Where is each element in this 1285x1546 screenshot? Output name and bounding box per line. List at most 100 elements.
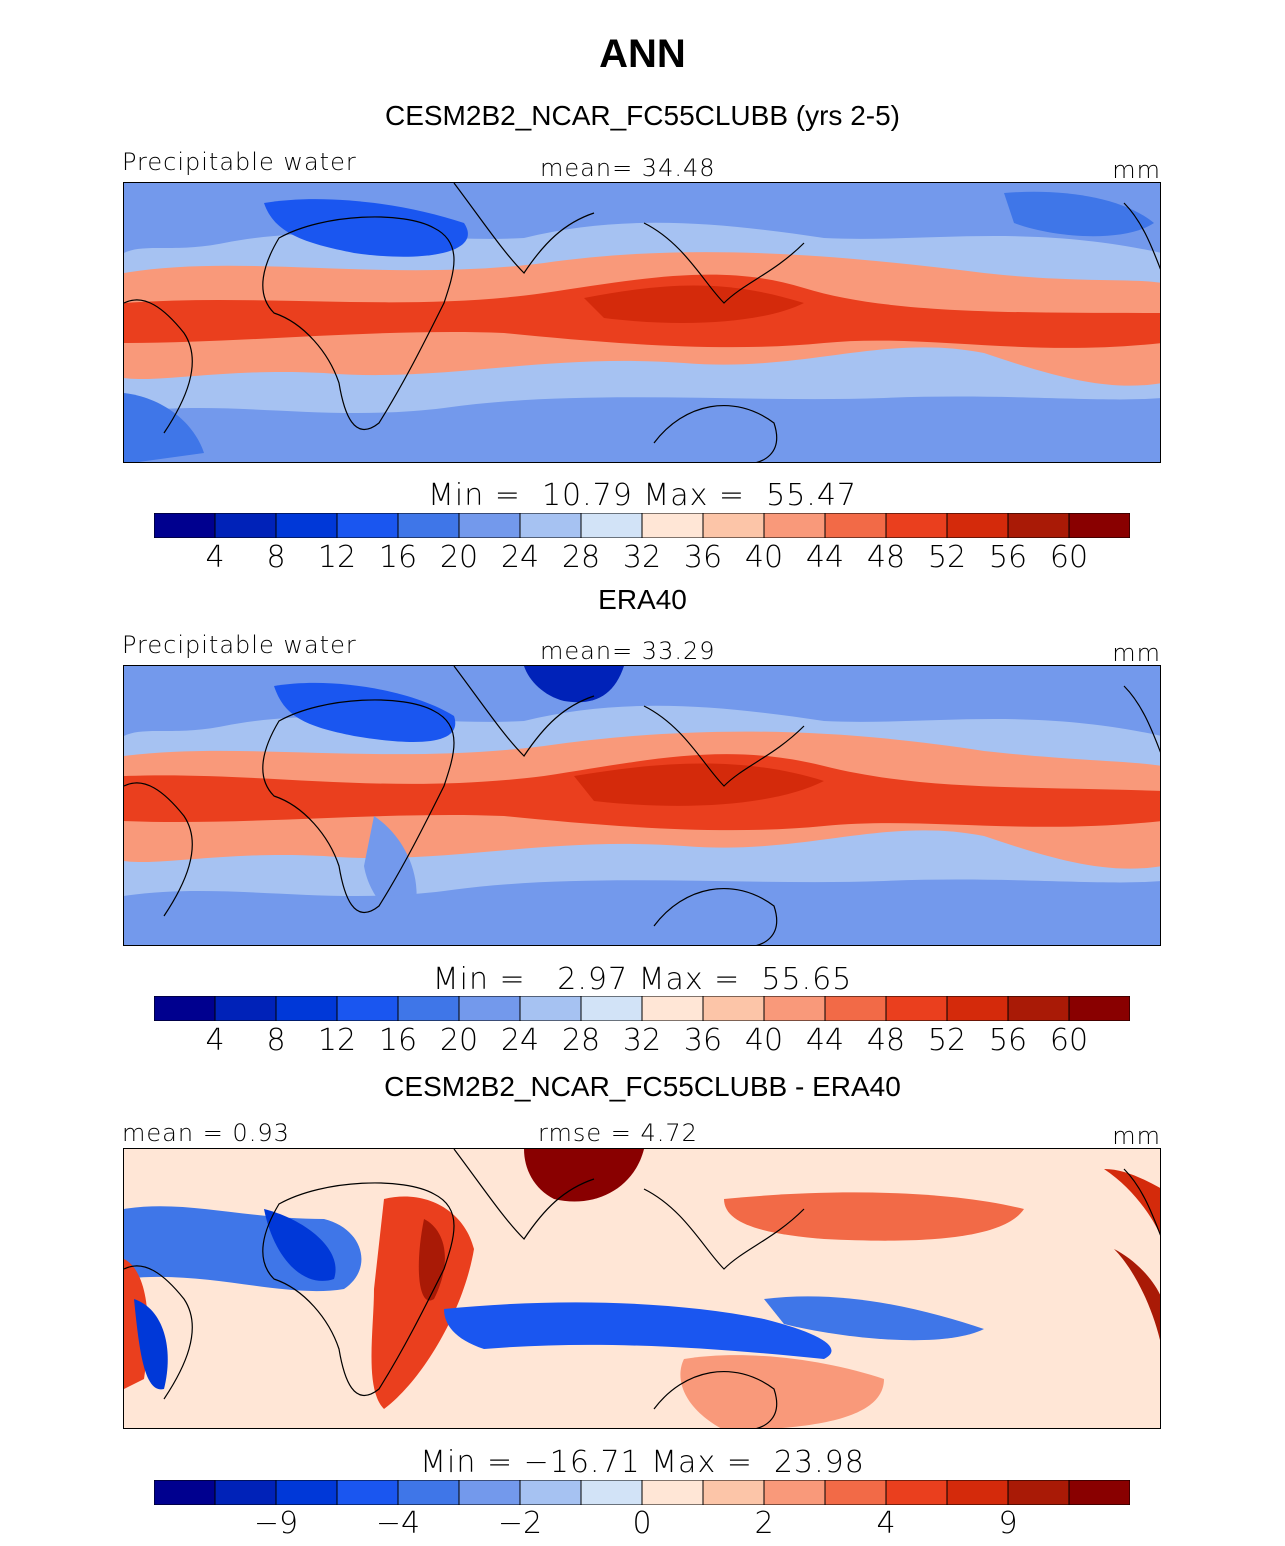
colorbar-swatch xyxy=(946,1480,1009,1505)
colorbar-swatch xyxy=(824,513,887,538)
panel-2-colorbar-ticks: 4 8 12 16 20 24 28 32 36 40 44 48 52 56 60 xyxy=(154,1023,1130,1063)
colorbar-tick-label: 8 xyxy=(266,1023,286,1058)
panel-3-field-africa-pos xyxy=(371,1196,474,1409)
colorbar-swatch xyxy=(946,996,1009,1021)
panel-1-field-npac-dry xyxy=(1004,191,1154,237)
colorbar-tick-label: 24 xyxy=(500,540,540,575)
colorbar-swatch xyxy=(702,513,765,538)
colorbar-swatch xyxy=(154,513,216,538)
colorbar-swatch xyxy=(641,513,704,538)
colorbar-swatch xyxy=(397,1480,460,1505)
panel-3-colorbar-ticks: −9 −4 −2 0 2 4 9 xyxy=(154,1506,1130,1546)
panel-3-field-base xyxy=(124,1149,1160,1428)
colorbar-tick-label: 36 xyxy=(683,1023,723,1058)
colorbar-tick-label: 52 xyxy=(927,1023,967,1058)
colorbar-swatch xyxy=(519,996,582,1021)
panel-3-map-svg xyxy=(124,1149,1160,1428)
colorbar-swatch xyxy=(214,996,277,1021)
colorbar-swatch xyxy=(641,1480,704,1505)
colorbar-swatch xyxy=(885,996,948,1021)
colorbar-tick-label: 60 xyxy=(1049,540,1089,575)
colorbar-tick-label: 4 xyxy=(205,1023,225,1058)
panel-3-field-spac-neg xyxy=(764,1296,984,1341)
colorbar-swatch xyxy=(519,513,582,538)
colorbar-tick-label: 52 xyxy=(927,540,967,575)
colorbar-swatch xyxy=(824,996,887,1021)
panel-2-map-svg xyxy=(124,666,1160,945)
colorbar-tick-label: 28 xyxy=(561,540,601,575)
panel-3-units-label: mm xyxy=(1112,1122,1161,1150)
panel-1-units-label: mm xyxy=(1112,156,1161,184)
colorbar-swatch xyxy=(1068,513,1130,538)
panel-1-field-sw xyxy=(124,393,204,462)
colorbar-tick-label: −9 xyxy=(253,1506,299,1541)
colorbar-tick-label: 20 xyxy=(439,1023,479,1058)
colorbar-swatch xyxy=(824,1480,887,1505)
colorbar-swatch xyxy=(397,513,460,538)
colorbar-tick-label: 4 xyxy=(205,540,225,575)
colorbar-swatch xyxy=(519,1480,582,1505)
colorbar-swatch xyxy=(214,1480,277,1505)
panel-2-field-north xyxy=(124,666,1160,736)
colorbar-swatch xyxy=(1068,1480,1130,1505)
colorbar-swatch xyxy=(885,1480,948,1505)
panel-3-title: CESM2B2_NCAR_FC55CLUBB - ERA40 xyxy=(384,1071,901,1102)
colorbar-swatch xyxy=(275,513,338,538)
panel-2-mean-label: mean= 33.29 xyxy=(540,637,716,665)
colorbar-tick-label: 2 xyxy=(754,1506,774,1541)
colorbar-swatch xyxy=(275,1480,338,1505)
colorbar-tick-label: 32 xyxy=(622,1023,662,1058)
panel-1-field-warm-pool xyxy=(584,285,804,323)
colorbar-tick-label: 9 xyxy=(998,1506,1018,1541)
colorbar-tick-label: 40 xyxy=(744,1023,784,1058)
panel-2-minmax: Min = 2.97 Max = 55.65 xyxy=(432,962,853,997)
panel-2-colorbar xyxy=(154,996,1130,1021)
panel-2-field-tibet-dry xyxy=(524,666,624,703)
colorbar-swatch xyxy=(214,513,277,538)
colorbar-swatch xyxy=(336,996,399,1021)
main-title: ANN xyxy=(599,32,686,76)
colorbar-tick-label: 16 xyxy=(378,1023,418,1058)
colorbar-swatch xyxy=(702,1480,765,1505)
colorbar-swatch xyxy=(397,996,460,1021)
colorbar-swatch xyxy=(580,996,643,1021)
panel-3-field-east-edge-pos xyxy=(1114,1249,1160,1341)
panel-1-map-svg xyxy=(124,183,1160,462)
colorbar-tick-label: 8 xyxy=(266,540,286,575)
colorbar-tick-label: 40 xyxy=(744,540,784,575)
colorbar-tick-label: 56 xyxy=(988,1023,1028,1058)
colorbar-tick-label: 20 xyxy=(439,540,479,575)
colorbar-tick-label: −2 xyxy=(497,1506,543,1541)
panel-3-field-mexico-pos xyxy=(1104,1169,1160,1235)
colorbar-tick-label: 12 xyxy=(317,540,357,575)
colorbar-tick-label: 60 xyxy=(1049,1023,1089,1058)
panel-1-colorbar-ticks: 4 8 12 16 20 24 28 32 36 40 44 48 52 56 60 xyxy=(154,540,1130,580)
panel-3-field-io-neg xyxy=(444,1302,832,1359)
panel-1-field-sahara-dry xyxy=(264,199,468,257)
colorbar-swatch xyxy=(641,996,704,1021)
panel-2-coastlines xyxy=(124,666,1160,945)
panel-1-coastlines xyxy=(124,183,1160,462)
colorbar-swatch xyxy=(946,513,1009,538)
colorbar-swatch xyxy=(458,1480,521,1505)
colorbar-tick-label: −4 xyxy=(375,1506,421,1541)
panel-3-colorbar-svg xyxy=(154,1480,1130,1505)
colorbar-swatch xyxy=(763,1480,826,1505)
panel-1-field-south xyxy=(124,396,1160,462)
panel-1-colorbar xyxy=(154,513,1130,538)
colorbar-tick-label: 4 xyxy=(876,1506,896,1541)
colorbar-tick-label: 48 xyxy=(866,540,906,575)
colorbar-tick-label: 12 xyxy=(317,1023,357,1058)
panel-3-coastlines xyxy=(124,1149,1160,1428)
colorbar-tick-label: 16 xyxy=(378,540,418,575)
panel-1-minmax: Min = 10.79 Max = 55.47 xyxy=(427,478,858,513)
panel-2-units-label: mm xyxy=(1112,639,1161,667)
colorbar-swatch xyxy=(275,996,338,1021)
colorbar-swatch xyxy=(458,513,521,538)
panel-3-field-australia-pos xyxy=(680,1355,884,1428)
panel-3-field-sahel-neg xyxy=(264,1209,336,1281)
colorbar-swatch xyxy=(763,996,826,1021)
panel-2-variable-label: Precipitable water xyxy=(122,631,357,659)
colorbar-swatch xyxy=(885,513,948,538)
panel-2-field-africa-south xyxy=(364,816,417,918)
